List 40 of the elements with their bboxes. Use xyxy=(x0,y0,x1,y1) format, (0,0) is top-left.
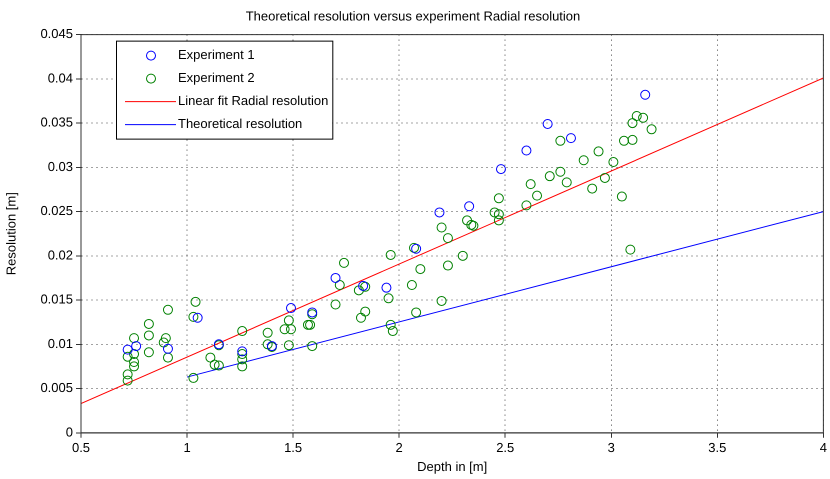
y-tick-label: 0.025 xyxy=(40,203,73,218)
point xyxy=(286,303,296,314)
y-tick-label: 0.045 xyxy=(40,26,73,42)
x-axis-title: Depth in [m] xyxy=(417,458,488,474)
legend-label: Theoretical resolution xyxy=(178,116,302,132)
point xyxy=(521,146,532,156)
point xyxy=(330,272,341,283)
x-tick-label: 4 xyxy=(820,440,827,456)
y-axis-title: Resolution [m] xyxy=(3,192,18,276)
point xyxy=(237,346,248,356)
y-tick-label: 0.035 xyxy=(40,114,73,130)
x-tick-label: 2 xyxy=(396,440,403,456)
point xyxy=(122,344,133,355)
y-tick-label: 0.015 xyxy=(40,292,73,307)
x-tick-label: 1 xyxy=(183,440,191,456)
point xyxy=(381,282,392,293)
x-tick-label: 0.5 xyxy=(72,440,90,456)
point xyxy=(496,164,506,174)
y-tick-label: 0.005 xyxy=(40,380,73,396)
point xyxy=(131,341,142,352)
x-tick-label: 1.5 xyxy=(284,440,302,456)
y-tick-label: 0.01 xyxy=(48,336,73,351)
y-tick-label: 0.03 xyxy=(48,158,73,174)
y-tick-label: 0 xyxy=(66,424,73,440)
y-tick-label: 0.04 xyxy=(48,70,73,86)
legend-label: Experiment 1 xyxy=(178,47,255,62)
point xyxy=(566,133,576,144)
point xyxy=(640,90,650,100)
y-tick-label: 0.02 xyxy=(48,247,73,262)
point xyxy=(464,201,474,212)
legend-label: Linear fit Radial resolution xyxy=(178,93,328,108)
point xyxy=(542,118,553,129)
legend-label: Experiment 2 xyxy=(178,70,255,86)
x-tick-label: 3.5 xyxy=(708,440,726,456)
point xyxy=(162,344,173,354)
x-tick-label: 3 xyxy=(608,440,615,456)
point xyxy=(192,312,203,323)
chart-title: Theoretical resolution versus experiment Radial resolution xyxy=(246,8,580,24)
x-tick-label: 2.5 xyxy=(496,440,514,456)
point xyxy=(434,207,444,218)
